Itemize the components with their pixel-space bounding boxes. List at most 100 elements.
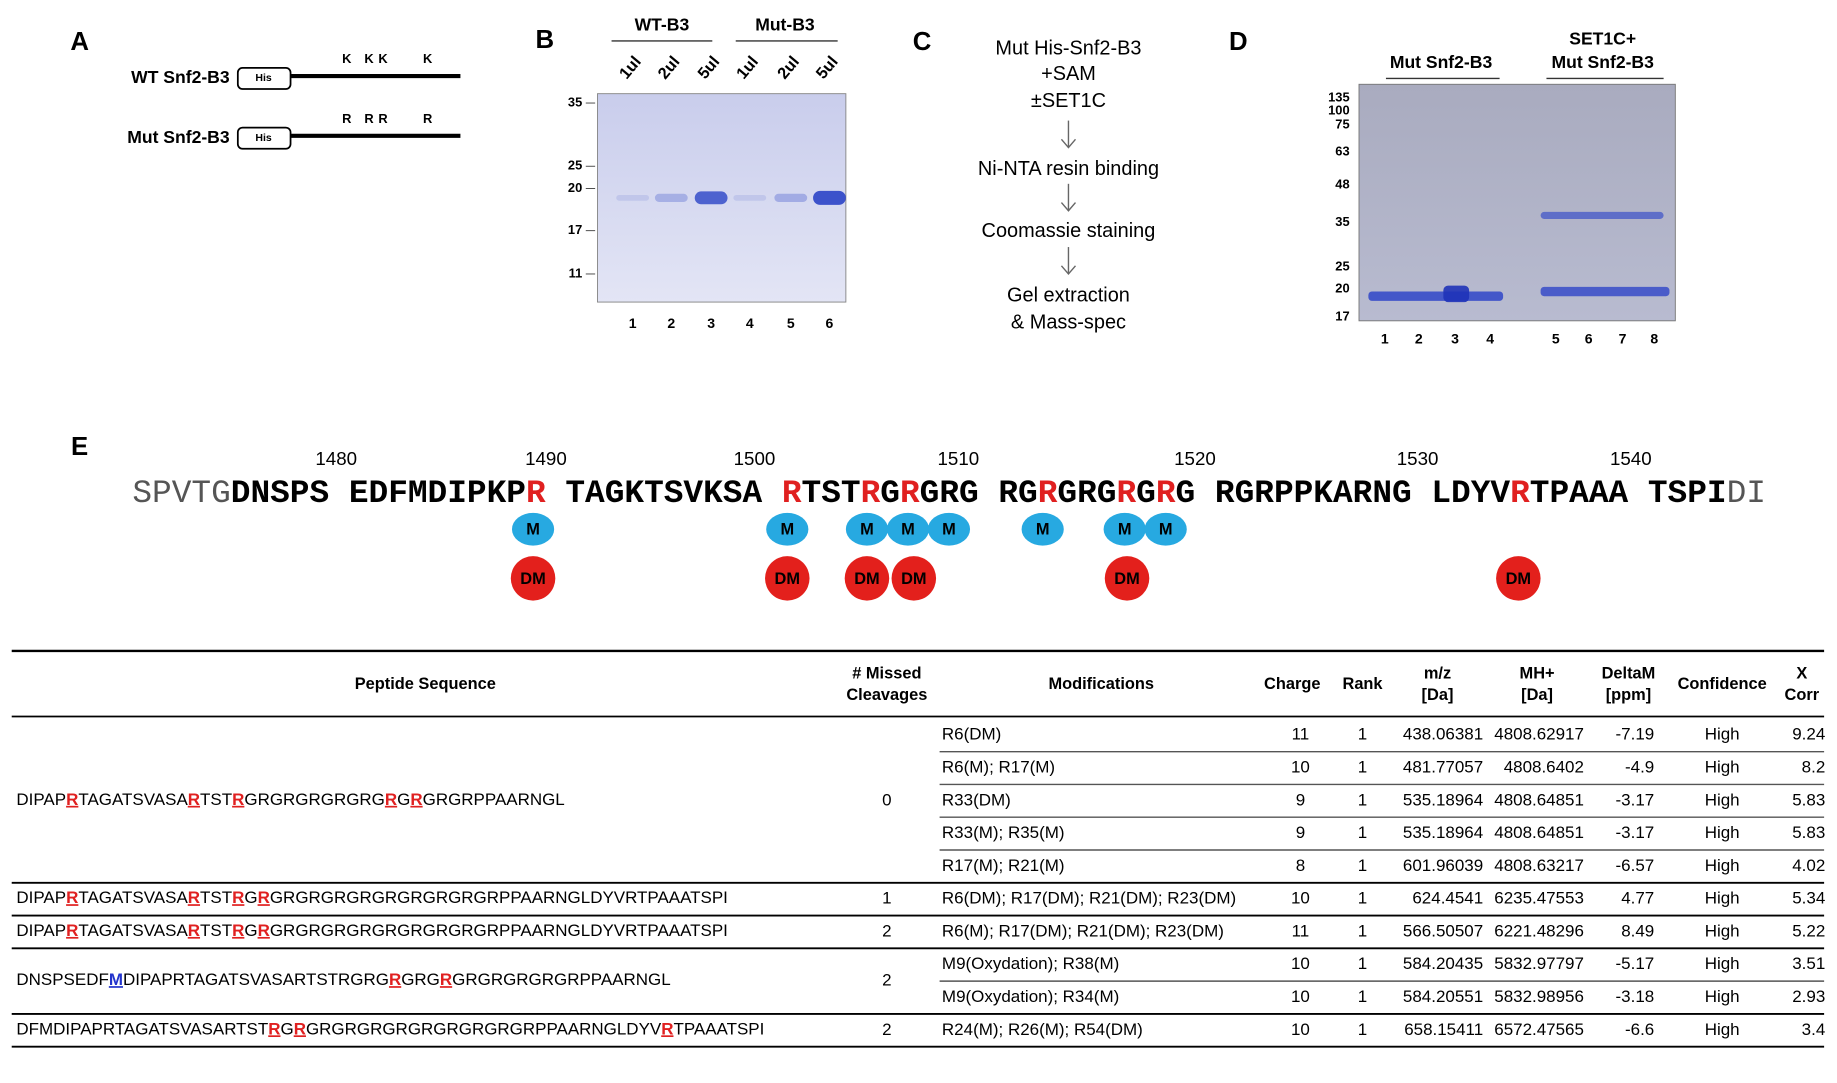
table-cell: 8.2	[1802, 758, 1826, 777]
sequence-segment: R	[782, 475, 802, 512]
gel-band	[733, 194, 767, 201]
dimethyl-badge-label: DM	[775, 570, 800, 588]
workflow-arrowhead	[1060, 138, 1077, 149]
table-cell: 1	[1358, 758, 1367, 777]
table-cell: High	[1705, 1020, 1740, 1039]
peptide-segment: TST	[200, 921, 232, 940]
table-header: Corr	[1785, 686, 1820, 704]
methyl-badge	[1103, 512, 1146, 546]
sequence-segment: TPAAA TSPI	[1530, 475, 1727, 512]
table-cell: -3.17	[1616, 823, 1655, 842]
table-header: m/z	[1424, 665, 1451, 683]
dimethyl-badge	[1104, 556, 1150, 601]
table-cell: 658.15411	[1404, 1020, 1483, 1039]
table-cell: 5.22	[1792, 921, 1825, 940]
peptide-segment: GRGRGRGRGRGRGRGRGRPPAARNGLDYVRTPAAATSPI	[270, 889, 728, 908]
methyl-badge-label: M	[1118, 521, 1132, 539]
workflow-step: & Mass-spec	[1011, 311, 1126, 333]
table-cell: 9.24	[1792, 725, 1825, 744]
peptide-segment: R	[258, 889, 270, 908]
sequence-segment: DI	[1727, 475, 1766, 512]
marker-label: 48	[1335, 176, 1349, 191]
peptide-segment: DFMDIPAPRTAGATSVASARTST	[16, 1020, 268, 1039]
marker-label: 20	[1335, 281, 1349, 296]
missed-cleavages: 2	[882, 921, 891, 940]
table-cell: 584.20551	[1403, 987, 1483, 1006]
table-cell: 8.49	[1621, 921, 1654, 940]
peptide-sequence: DNSPSEDFMDIPAPRTAGATSVASARTSTRGRGRGRGRGR…	[16, 971, 670, 990]
site-label: R	[342, 111, 352, 126]
residue-position: 1540	[1610, 448, 1652, 469]
peptide-segment: G	[397, 790, 410, 809]
table-header: Modifications	[1048, 675, 1154, 693]
methyl-badge	[886, 512, 930, 546]
table-cell: -3.18	[1616, 987, 1655, 1006]
table-cell: 10	[1291, 954, 1310, 973]
dimethyl-badge-label: DM	[1506, 570, 1531, 588]
methyl-badge-label: M	[901, 521, 915, 539]
lane-group-label: Mut Snf2-B3	[1390, 52, 1493, 72]
table-cell: -4.9	[1625, 758, 1654, 777]
sequence-segment: R	[1038, 475, 1058, 512]
table-cell: 6572.47565	[1494, 1020, 1584, 1039]
table-cell: 9	[1296, 790, 1305, 809]
sequence-segment: R	[1510, 475, 1530, 512]
table-cell: 6221.48296	[1494, 921, 1584, 940]
sequence-segment: R	[1116, 475, 1136, 512]
methyl-badge-label: M	[942, 521, 956, 539]
peptide-segment: R	[188, 921, 200, 940]
sequence-segment: R	[861, 475, 881, 512]
lane-number: 5	[1552, 330, 1560, 346]
sequence-segment: R	[526, 475, 546, 512]
peptide-segment: TST	[200, 889, 232, 908]
lane-number: 3	[1451, 330, 1459, 346]
table-cell: 10	[1291, 758, 1310, 777]
table-cell: R6(DM)	[942, 725, 1001, 744]
table-cell: 624.4541	[1412, 889, 1483, 908]
peptide-segment: TPAAATSPI	[673, 1020, 764, 1039]
peptide-sequence: DIPAPRTAGATSVASARTSTRGRGRGRGRGRGRGRGRGRG…	[16, 889, 728, 908]
sequence-segment: G	[1136, 475, 1156, 512]
lane-volume-label: 2ul	[774, 53, 803, 83]
table-cell: High	[1705, 954, 1740, 973]
lane-number: 1	[1381, 330, 1389, 346]
table-cell: 4808.64851	[1494, 790, 1584, 809]
sequence-segment: R	[1156, 475, 1176, 512]
methyl-badge-label: M	[780, 521, 794, 539]
peptide-segment: R	[66, 790, 78, 809]
table-cell: 566.50507	[1403, 921, 1483, 940]
peptide-segment: G	[244, 889, 257, 908]
table-cell: High	[1705, 823, 1740, 842]
marker-label: 11	[569, 265, 583, 280]
peptide-segment: R	[294, 1020, 306, 1039]
marker-label: 75	[1335, 117, 1349, 132]
table-cell: 1	[1358, 954, 1367, 973]
workflow-step: ±SET1C	[1031, 90, 1106, 112]
peptide-segment: G	[244, 921, 257, 940]
table-cell: R33(DM)	[942, 790, 1011, 809]
methyl-badge-label: M	[526, 521, 540, 539]
site-label: R	[423, 111, 433, 126]
table-cell: 3.4	[1802, 1020, 1826, 1039]
table-cell: M9(Oxydation); R34(M)	[942, 987, 1119, 1006]
construct-label: Mut Snf2-B3	[127, 127, 230, 147]
residue-position: 1500	[734, 448, 776, 469]
table-cell: 535.18964	[1403, 790, 1483, 809]
lane-volume-label: 1ul	[733, 53, 762, 83]
gel-band	[694, 191, 728, 205]
site-label: K	[423, 51, 433, 66]
his-tag-label: His	[255, 72, 272, 84]
gel-band	[1443, 285, 1470, 303]
residue-position: 1510	[937, 448, 979, 469]
table-header: Charge	[1264, 675, 1320, 693]
table-header: # Missed	[852, 665, 921, 683]
marker-label: 25	[568, 158, 582, 173]
table-cell: R17(M); R21(M)	[942, 856, 1065, 875]
peptide-segment: R	[661, 1020, 673, 1039]
marker-label: 100	[1328, 103, 1349, 118]
table-cell: High	[1705, 921, 1740, 940]
peptide-segment: TAGATSVASA	[78, 889, 188, 908]
lane-group-label: WT-B3	[635, 14, 690, 34]
peptide-segment: GRGRGRGRGRGRGRGRGRPPAARNGLDYV	[306, 1020, 662, 1039]
his-tag-box	[236, 67, 292, 90]
